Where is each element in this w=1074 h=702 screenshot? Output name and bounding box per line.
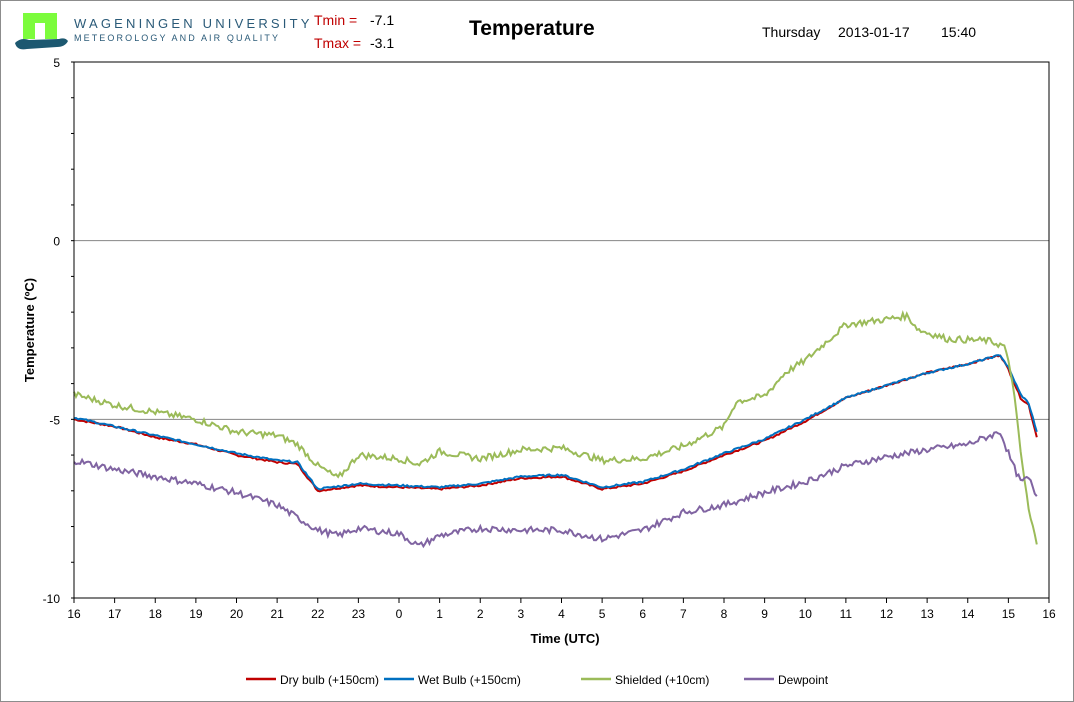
tmax-value: -3.1	[370, 35, 395, 51]
x-tick-label: 21	[270, 607, 284, 621]
x-tick-label: 6	[639, 607, 646, 621]
tmax-label: Tmax =	[314, 35, 362, 51]
x-tick-label: 19	[189, 607, 203, 621]
legend-label: Wet Bulb (+150cm)	[418, 673, 521, 687]
series-line-3	[73, 431, 1038, 549]
x-tick-label: 20	[230, 607, 244, 621]
x-tick-label: 2	[477, 607, 484, 621]
y-axis-label: Temperature (ºC)	[22, 278, 37, 382]
y-tick-label: -10	[43, 592, 61, 606]
plot-area	[73, 61, 1050, 599]
y-tick-label: 5	[53, 56, 60, 70]
x-tick-label: 12	[880, 607, 894, 621]
x-tick-label: 1	[436, 607, 443, 621]
tmin-label: Tmin =	[314, 12, 358, 28]
x-tick-label: 0	[396, 607, 403, 621]
series-line-0	[73, 354, 1038, 493]
legend: Dry bulb (+150cm) Wet Bulb (+150cm) Shield…	[246, 673, 829, 687]
university-name: WAGENINGEN UNIVERSITY	[74, 16, 313, 31]
legend-label: Dewpoint	[778, 673, 829, 687]
department-name: METEOROLOGY AND AIR QUALITY	[74, 33, 281, 43]
wur-logo	[15, 13, 68, 50]
x-tick-label: 9	[761, 607, 768, 621]
legend-label: Shielded (+10cm)	[615, 673, 709, 687]
y-tick-label: -5	[49, 413, 60, 427]
x-tick-label: 16	[67, 607, 81, 621]
x-tick-label: 10	[799, 607, 813, 621]
x-tick-label: 14	[961, 607, 975, 621]
date: 2013-01-17	[838, 24, 910, 40]
legend-label: Dry bulb (+150cm)	[280, 673, 379, 687]
x-tick-label: 5	[599, 607, 606, 621]
weekday: Thursday	[762, 24, 821, 40]
chart-title: Temperature	[469, 17, 595, 40]
x-tick-label: 15	[1002, 607, 1016, 621]
x-axis-label: Time (UTC)	[530, 631, 599, 646]
x-tick-label: 8	[721, 607, 728, 621]
x-tick-label: 23	[352, 607, 366, 621]
x-tick-label: 18	[149, 607, 163, 621]
tmin-value: -7.1	[370, 12, 395, 28]
series-line-2	[73, 309, 1038, 545]
x-tick-label: 7	[680, 607, 687, 621]
x-tick-label: 16	[1042, 607, 1056, 621]
x-tick-label: 13	[920, 607, 934, 621]
x-tick-label: 4	[558, 607, 565, 621]
x-tick-label: 22	[311, 607, 325, 621]
series-line-1	[73, 354, 1038, 491]
x-tick-label: 11	[840, 607, 853, 621]
x-tick-label: 17	[108, 607, 122, 621]
x-tick-label: 3	[518, 607, 525, 621]
y-tick-label: 0	[53, 235, 60, 249]
time: 15:40	[941, 24, 977, 40]
